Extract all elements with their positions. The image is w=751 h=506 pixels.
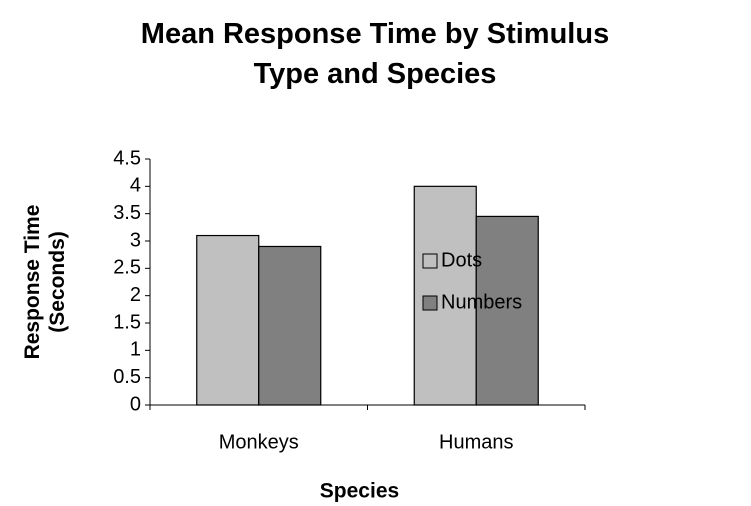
chart-title: Mean Response Time by Stimulus Type and … <box>140 18 610 90</box>
y-tick-label: 2.5 <box>113 257 141 279</box>
y-tick-label: 0 <box>130 393 141 415</box>
y-axis-label: Response Time (Seconds) <box>21 204 69 360</box>
legend-swatch <box>422 253 438 269</box>
y-tick-label: 2 <box>130 284 141 306</box>
y-tick-label: 1 <box>130 339 141 361</box>
y-tick-label: 3 <box>130 229 141 251</box>
legend-label: Dots <box>441 249 482 271</box>
legend-label: Numbers <box>441 291 522 313</box>
bar <box>196 234 260 406</box>
x-tick-label: Monkeys <box>219 431 299 453</box>
bar <box>475 215 539 406</box>
bar <box>258 245 322 406</box>
x-axis-label: Species <box>320 480 399 503</box>
y-tick-label: 4 <box>130 175 141 197</box>
y-tick-label: 3.5 <box>113 202 141 224</box>
y-tick-label: 0.5 <box>113 366 141 388</box>
x-tick-label: Humans <box>439 431 513 453</box>
legend-swatch <box>422 295 438 311</box>
y-tick-label: 1.5 <box>113 311 141 333</box>
y-tick-label: 4.5 <box>113 147 141 169</box>
